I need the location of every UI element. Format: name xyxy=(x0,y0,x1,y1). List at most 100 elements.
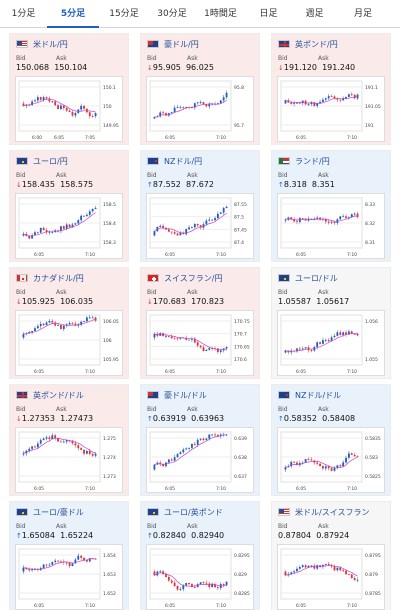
price-chart: 8.33 8.32 8.31 6:05 7:10 xyxy=(280,197,375,258)
quote-card[interactable]: NZドル/円 Bid Ask ↑87.552 87.672 87.55 87.5 87.45… xyxy=(140,150,260,262)
currency-pair-title[interactable]: 英ポンド/ドル xyxy=(16,388,84,402)
chart-container[interactable]: 1.654 1.653 1.652 6:05 7:10 xyxy=(15,544,123,610)
chart-container[interactable]: 191.1 191.05 191 6:05 7:10 xyxy=(277,76,385,142)
candle-body xyxy=(28,331,31,334)
x-tick-label: 6:05 xyxy=(165,486,175,492)
chart-container[interactable]: 0.8295 0.829 0.8285 6:05 7:10 xyxy=(146,544,254,610)
candle-body xyxy=(31,235,34,239)
candle-body xyxy=(45,230,48,233)
candle-body xyxy=(94,453,97,456)
tab-7[interactable]: 月足 xyxy=(353,9,372,19)
chart-container[interactable]: 1.275 1.274 1.273 6:05 7:10 xyxy=(15,427,123,493)
quote-card[interactable]: ユーロ/ドル Bid Ask 1.05587 1.05617 1.056 1.055 6:0… xyxy=(271,267,391,379)
x-tick-label: 7:10 xyxy=(216,135,226,141)
candle-body xyxy=(196,439,199,445)
candle-body xyxy=(42,564,45,569)
candle-body xyxy=(330,96,333,97)
pair-name: 米ドル/スイスフラン xyxy=(295,507,370,517)
y-tick-label: 106 xyxy=(103,338,112,344)
y-tick-label: 0.8785 xyxy=(365,591,381,597)
quote-card[interactable]: 米ドル/スイスフラン Bid Ask 0.87804 0.87924 0.8795 0.8… xyxy=(271,501,391,610)
tab-0[interactable]: 1分足 xyxy=(11,9,36,19)
chart-container[interactable]: 0.639 0.638 0.637 6:05 7:10 xyxy=(146,427,254,493)
tab-5[interactable]: 日足 xyxy=(259,9,278,19)
tab-4[interactable]: 1時間足 xyxy=(204,9,237,19)
candle-body xyxy=(71,112,74,116)
chart-container[interactable]: 8.33 8.32 8.31 6:05 7:10 xyxy=(277,193,385,259)
candle-body xyxy=(34,100,36,102)
candle-body xyxy=(310,218,313,220)
candle-body xyxy=(347,453,350,458)
currency-pair-title[interactable]: 豪ドル/ドル xyxy=(147,388,207,402)
quote-card[interactable]: 豪ドル/ドル Bid Ask ↑0.63919 0.63963 0.639 0.638 0.… xyxy=(140,384,260,496)
candle-body xyxy=(54,101,57,106)
candle-body xyxy=(310,350,313,351)
chart-container[interactable]: 170.75 170.7 170.65 170.6 6:05 7:10 xyxy=(146,310,254,376)
quote-card[interactable]: 英ポンド/円 Bid Ask ↓191.120 191.240 191.1 191.05 1… xyxy=(271,33,391,145)
candle-body xyxy=(159,462,162,465)
candle-body xyxy=(173,107,176,113)
candle-body xyxy=(205,104,208,107)
chart-container[interactable]: 0.5835 0.583 0.5825 6:05 7:10 xyxy=(277,427,385,493)
candle-body xyxy=(347,574,350,576)
candle-body xyxy=(202,438,205,440)
chart-container[interactable]: 0.8795 0.879 0.8785 6:05 7:10 xyxy=(277,544,385,610)
currency-pair-title[interactable]: スイスフラン/円 xyxy=(147,271,222,285)
currency-pair-title[interactable]: カナダドル/円 xyxy=(16,271,84,285)
x-tick-label: 6:05 xyxy=(34,369,44,375)
currency-pair-title[interactable]: 米ドル/円 xyxy=(16,37,68,51)
candle-body xyxy=(191,584,193,588)
flag-icon xyxy=(147,40,159,48)
quote-card[interactable]: 英ポンド/ドル Bid Ask ↓1.27353 1.27473 1.275 1.274 1… xyxy=(9,384,129,496)
candle-body xyxy=(324,466,327,469)
currency-pair-title[interactable]: ランド/円 xyxy=(278,154,330,168)
candle-body xyxy=(333,96,336,99)
ask-header: Ask xyxy=(56,523,67,530)
currency-pair-title[interactable]: 英ポンド/円 xyxy=(278,37,338,51)
flag-icon xyxy=(16,274,28,282)
candle-body xyxy=(296,348,298,352)
currency-pair-title[interactable]: ユーロ/ドル xyxy=(278,271,338,285)
tab-6[interactable]: 週足 xyxy=(305,9,324,19)
quote-card[interactable]: ユーロ/円 Bid Ask ↓158.435 158.575 158.5 158.4 158… xyxy=(9,150,129,262)
chart-container[interactable]: 150.1 150 149.95 6:00 6:05 7:05 xyxy=(15,76,123,142)
quote-card[interactable]: カナダドル/円 Bid Ask ↓105.925 106.035 106.05 106 10… xyxy=(9,267,129,379)
quote-card[interactable]: 豪ドル/円 Bid Ask ↓95.905 96.025 95.8 95.7 6:05 7:1… xyxy=(140,33,260,145)
currency-pair-title[interactable]: ユーロ/豪ドル xyxy=(16,505,84,519)
y-tick-label: 191.1 xyxy=(365,85,378,91)
candle-body xyxy=(327,466,330,469)
quote-card[interactable]: ユーロ/豪ドル Bid Ask ↑1.65084 1.65224 1.654 1.653 1… xyxy=(9,501,129,610)
quote-card[interactable]: ユーロ/英ポンド Bid Ask ↑0.82840 0.82940 0.8295 0.82… xyxy=(140,501,260,610)
tab-2[interactable]: 15分足 xyxy=(109,9,139,19)
currency-pair-title[interactable]: 豪ドル/円 xyxy=(147,37,199,51)
candle-body xyxy=(199,438,202,440)
candle-body xyxy=(316,342,319,347)
chart-container[interactable]: 87.55 87.5 87.45 87.4 6:05 7:10 xyxy=(146,193,254,259)
candle-body xyxy=(304,459,307,463)
quote-card[interactable]: ランド/円 Bid Ask ↑8.318 8.351 8.33 8.32 8.31 6:05 7… xyxy=(271,150,391,262)
currency-pair-title[interactable]: NZドル/ドル xyxy=(278,388,341,402)
quote-card[interactable]: 米ドル/円 Bid Ask 150.068 150.104 150.1 150 149.95… xyxy=(9,33,129,145)
chart-container[interactable]: 1.056 1.055 6:05 7:10 xyxy=(277,310,385,376)
currency-pair-title[interactable]: ユーロ/英ポンド xyxy=(147,505,223,519)
candle-body xyxy=(342,570,345,572)
currency-pair-title[interactable]: NZドル/円 xyxy=(147,154,202,168)
quote-card[interactable]: NZドル/ドル Bid Ask ↑0.58352 0.58408 0.5835 0.583… xyxy=(271,384,391,496)
currency-pair-title[interactable]: ユーロ/円 xyxy=(16,154,68,168)
y-tick-label: 170.65 xyxy=(234,344,250,350)
candle-body xyxy=(191,338,193,340)
chart-container[interactable]: 158.5 158.4 158.3 6:05 7:10 xyxy=(15,193,123,259)
currency-pair-title[interactable]: 米ドル/スイスフラン xyxy=(278,505,369,519)
bid-value: 150.068 xyxy=(16,63,50,72)
candle-body xyxy=(202,582,205,584)
candle-body xyxy=(74,113,77,116)
candle-body xyxy=(222,584,225,586)
chart-container[interactable]: 106.05 106 105.95 6:05 7:10 xyxy=(15,310,123,376)
x-tick-label: 7:10 xyxy=(85,369,95,375)
tab-1[interactable]: 5分足 xyxy=(47,0,99,28)
quote-card[interactable]: スイスフラン/円 Bid Ask ↓170.683 170.823 170.75 170.… xyxy=(140,267,260,379)
tab-3[interactable]: 30分足 xyxy=(157,9,187,19)
chart-container[interactable]: 95.8 95.7 6:05 7:10 xyxy=(146,76,254,142)
candle-body xyxy=(68,562,71,566)
candle-body xyxy=(176,338,179,340)
